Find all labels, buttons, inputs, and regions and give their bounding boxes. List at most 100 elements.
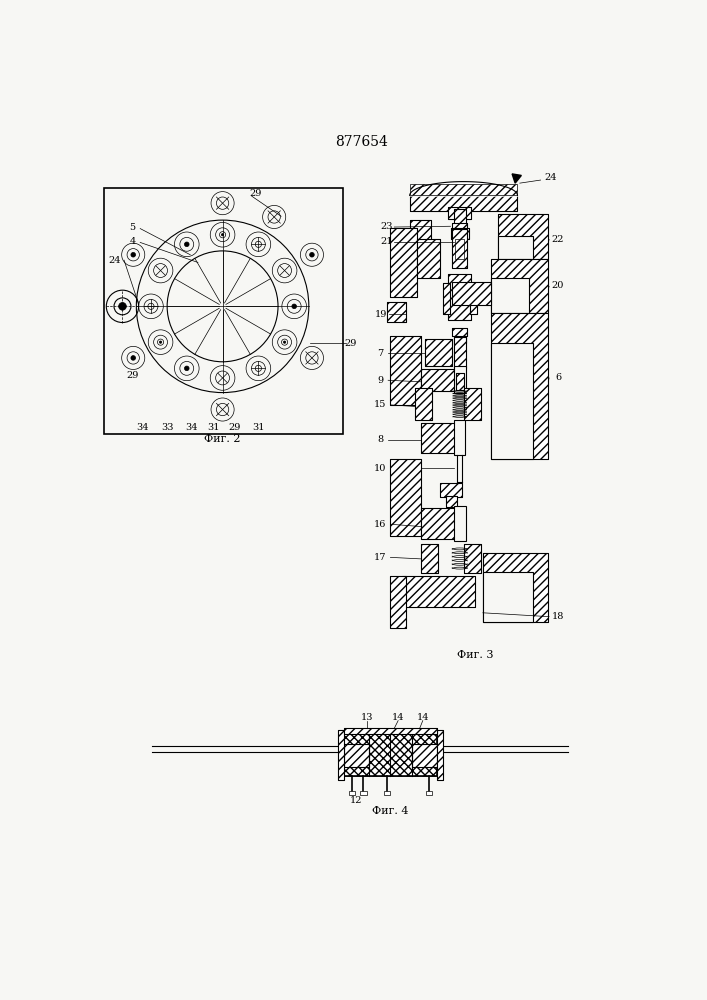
Bar [448, 274, 472, 320]
Text: 29: 29 [127, 371, 139, 380]
Bar [452, 229, 467, 268]
Bar [390, 459, 421, 536]
Bar [454, 506, 466, 541]
Bar [464, 544, 481, 573]
Bar [409, 220, 431, 243]
Bar [421, 508, 460, 539]
Text: 14: 14 [392, 713, 404, 722]
Text: 34: 34 [136, 424, 148, 432]
Bar [338, 730, 344, 780]
Bar [464, 388, 481, 420]
Text: 4: 4 [129, 237, 136, 246]
Bar [390, 576, 406, 628]
Bar [446, 496, 457, 507]
Text: 31: 31 [207, 424, 220, 432]
Bar [456, 373, 464, 389]
Bar [452, 223, 467, 229]
Text: 29: 29 [250, 189, 262, 198]
Text: Фиг. 2: Фиг. 2 [204, 434, 241, 444]
Bar [409, 220, 431, 243]
Bar [454, 337, 466, 343]
Bar [426, 791, 432, 795]
Circle shape [310, 252, 314, 257]
Bar [412, 744, 437, 767]
Bar [409, 184, 518, 195]
Bar [448, 274, 472, 320]
Bar [390, 336, 421, 405]
Text: 877654: 877654 [336, 135, 388, 149]
Bar [421, 544, 438, 573]
Text: 6: 6 [555, 373, 561, 382]
Circle shape [185, 366, 189, 371]
Bar [443, 283, 450, 314]
Text: 16: 16 [374, 520, 387, 529]
Text: 29: 29 [229, 424, 241, 432]
Text: 5: 5 [129, 223, 136, 232]
Bar [349, 791, 355, 795]
Bar [409, 195, 518, 211]
Bar [450, 228, 469, 239]
Bar [425, 339, 452, 366]
Bar [440, 483, 462, 497]
Bar [491, 278, 529, 312]
Bar [454, 209, 466, 224]
Text: 34: 34 [185, 424, 198, 432]
Bar [338, 730, 344, 780]
Text: 17: 17 [374, 553, 387, 562]
Bar [421, 544, 438, 573]
Circle shape [221, 234, 223, 236]
Bar [454, 337, 466, 343]
Circle shape [131, 252, 136, 257]
Bar [454, 237, 466, 245]
Text: 29: 29 [344, 339, 356, 348]
Bar [491, 259, 549, 312]
Text: 31: 31 [252, 424, 264, 432]
Bar [425, 339, 452, 366]
Bar [483, 553, 549, 622]
Bar [437, 730, 443, 780]
Bar [402, 576, 475, 607]
Bar [483, 572, 533, 622]
Bar [387, 302, 406, 322]
Bar [491, 312, 549, 459]
Bar [443, 283, 450, 314]
Bar [390, 576, 406, 628]
Text: Фиг. 4: Фиг. 4 [372, 806, 409, 816]
Bar [464, 544, 481, 573]
Bar [452, 229, 467, 268]
Text: 13: 13 [361, 713, 373, 722]
Bar [421, 423, 456, 453]
Bar [498, 235, 533, 259]
Bar [498, 214, 549, 259]
Text: 12: 12 [349, 796, 362, 805]
Bar [421, 508, 460, 539]
Bar [402, 576, 475, 607]
Text: 19: 19 [375, 310, 387, 319]
Bar [390, 336, 421, 405]
Polygon shape [512, 174, 521, 183]
Text: 20: 20 [551, 281, 563, 290]
Bar [344, 734, 437, 776]
Bar [437, 730, 443, 780]
Bar [387, 302, 406, 322]
Bar [448, 207, 472, 219]
Bar [448, 207, 472, 219]
Bar [415, 388, 432, 420]
Bar [464, 388, 481, 420]
Text: 9: 9 [378, 376, 383, 385]
Bar [491, 343, 533, 459]
Bar [469, 283, 477, 314]
Text: 33: 33 [161, 424, 173, 432]
Text: Фиг. 3: Фиг. 3 [457, 650, 493, 660]
Bar [454, 209, 466, 224]
Bar [452, 282, 491, 305]
Bar [361, 791, 366, 795]
Bar [469, 283, 477, 314]
Bar [454, 237, 466, 245]
Bar [417, 239, 440, 278]
Bar [483, 553, 549, 622]
Bar [417, 239, 440, 278]
Text: 22: 22 [551, 235, 563, 244]
Bar [344, 744, 369, 767]
Text: 7: 7 [378, 349, 384, 358]
